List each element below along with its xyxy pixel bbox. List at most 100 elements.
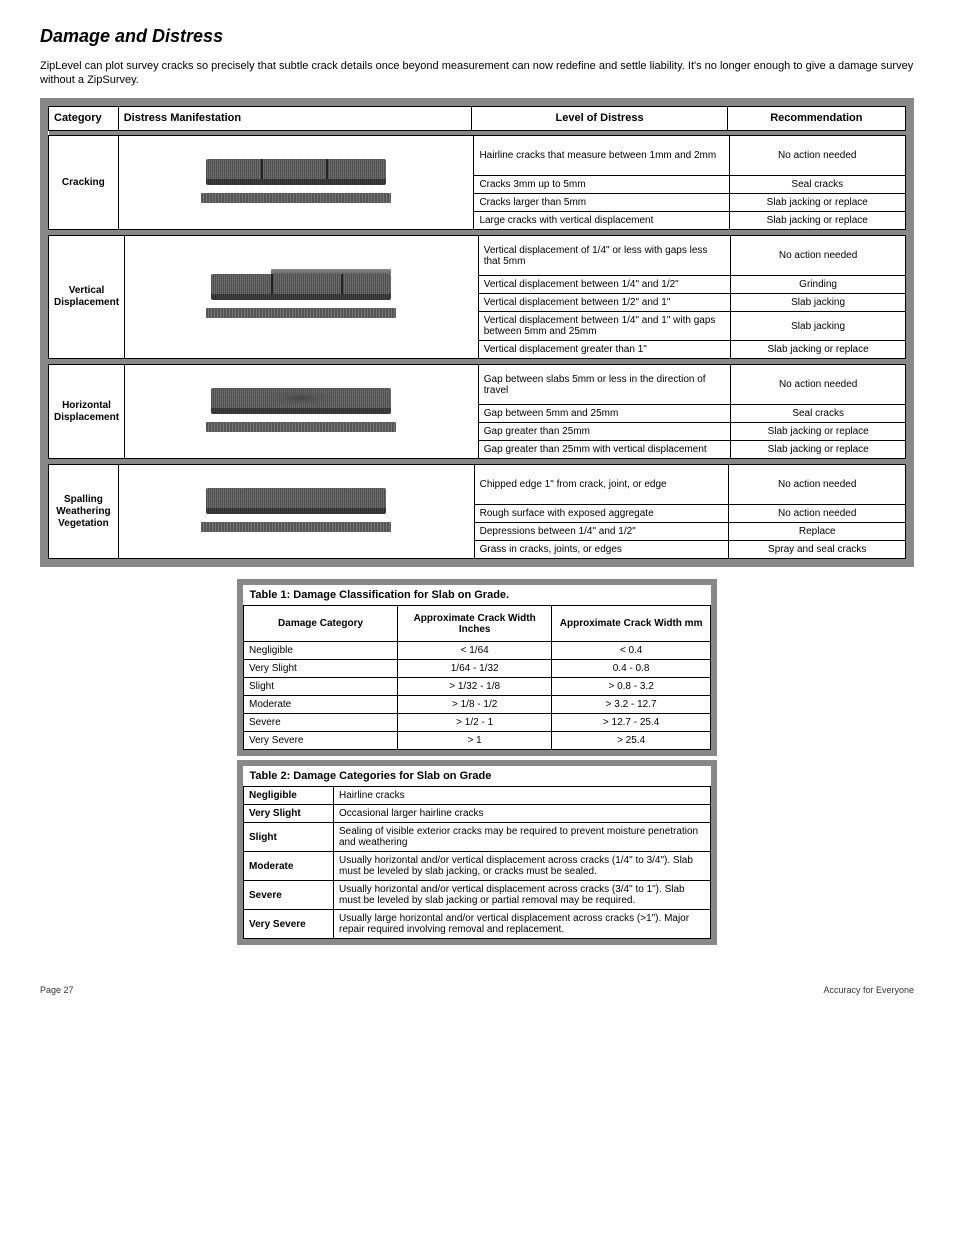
level-cell: Vertical displacement between 1/4" and 1…: [478, 276, 730, 294]
col-recommendation: Recommendation: [727, 106, 905, 130]
recommendation-cell: Seal cracks: [731, 405, 906, 423]
level-cell: Vertical displacement between 1/4" and 1…: [478, 312, 730, 341]
table-row: SlightSealing of visible exterior cracks…: [244, 823, 711, 852]
t1-h2: Approximate Crack Width mm: [552, 606, 711, 642]
table1: Table 1: Damage Classification for Slab …: [243, 585, 711, 750]
col-level: Level of Distress: [472, 106, 727, 130]
level-cell: Depressions between 1/4" and 1/2": [474, 523, 729, 541]
damage-category: Severe: [244, 881, 334, 910]
level-cell: Vertical displacement between 1/2" and 1…: [478, 294, 730, 312]
damage-category: Very Severe: [244, 910, 334, 939]
level-cell: Chipped edge 1" from crack, joint, or ed…: [474, 465, 729, 505]
footer-left: Page 27: [40, 985, 74, 995]
damage-desc: Sealing of visible exterior cracks may b…: [334, 823, 711, 852]
distress-table: Category Distress Manifestation Level of…: [48, 106, 906, 136]
col-manifestation: Distress Manifestation: [118, 106, 472, 130]
table1-wrap: Table 1: Damage Classification for Slab …: [237, 579, 717, 756]
cell: > 3.2 - 12.7: [552, 696, 711, 714]
table-row: SevereUsually horizontal and/or vertical…: [244, 881, 711, 910]
page-title: Damage and Distress: [40, 26, 914, 47]
damage-category: Moderate: [244, 852, 334, 881]
recommendation-cell: Slab jacking or replace: [731, 441, 906, 459]
cell: Severe: [244, 714, 398, 732]
damage-desc: Hairline cracks: [334, 787, 711, 805]
recommendation-cell: Seal cracks: [729, 176, 906, 194]
cell: Moderate: [244, 696, 398, 714]
damage-desc: Usually horizontal and/or vertical displ…: [334, 852, 711, 881]
recommendation-cell: Grinding: [731, 276, 906, 294]
table-row: Severe> 1/2 - 1> 12.7 - 25.4: [244, 714, 711, 732]
damage-desc: Usually horizontal and/or vertical displ…: [334, 881, 711, 910]
level-cell: Gap between slabs 5mm or less in the dir…: [478, 365, 731, 405]
table-row: Very SevereUsually large horizontal and/…: [244, 910, 711, 939]
table-row: Slight> 1/32 - 1/8> 0.8 - 3.2: [244, 678, 711, 696]
level-cell: Rough surface with exposed aggregate: [474, 505, 729, 523]
cell: > 0.8 - 3.2: [552, 678, 711, 696]
table-row: Very SlightOccasional larger hairline cr…: [244, 805, 711, 823]
cell: Negligible: [244, 642, 398, 660]
distress-image: [125, 236, 479, 359]
category-cell: Cracking: [49, 136, 119, 230]
damage-desc: Occasional larger hairline cracks: [334, 805, 711, 823]
page-footer: Page 27 Accuracy for Everyone: [40, 985, 914, 995]
table2-wrap: Table 2: Damage Categories for Slab on G…: [237, 760, 717, 945]
table-row: Very Slight1/64 - 1/320.4 - 0.8: [244, 660, 711, 678]
damage-category: Very Slight: [244, 805, 334, 823]
recommendation-cell: Slab jacking: [731, 294, 906, 312]
cell: > 1/32 - 1/8: [398, 678, 552, 696]
cell: > 12.7 - 25.4: [552, 714, 711, 732]
cell: > 25.4: [552, 732, 711, 750]
level-cell: Cracks larger than 5mm: [474, 194, 729, 212]
recommendation-cell: No action needed: [731, 365, 906, 405]
cell: Very Slight: [244, 660, 398, 678]
cell: Very Severe: [244, 732, 398, 750]
level-cell: Grass in cracks, joints, or edges: [474, 541, 729, 559]
level-cell: Gap between 5mm and 25mm: [478, 405, 731, 423]
table2-title: Table 2: Damage Categories for Slab on G…: [244, 766, 711, 787]
level-cell: Vertical displacement greater than 1": [478, 341, 730, 359]
category-cell: SpallingWeatheringVegetation: [49, 465, 119, 559]
table-row: Moderate> 1/8 - 1/2> 3.2 - 12.7: [244, 696, 711, 714]
recommendation-cell: Spray and seal cracks: [729, 541, 906, 559]
cell: < 1/64: [398, 642, 552, 660]
intro-text: ZipLevel can plot survey cracks so preci…: [40, 59, 914, 88]
cell: 0.4 - 0.8: [552, 660, 711, 678]
table-row: Very Severe> 1> 25.4: [244, 732, 711, 750]
recommendation-cell: No action needed: [729, 136, 906, 176]
category-cell: HorizontalDisplacement: [49, 365, 125, 459]
table-row: Negligible< 1/64< 0.4: [244, 642, 711, 660]
footer-right: Accuracy for Everyone: [823, 985, 914, 995]
table-header-row: Category Distress Manifestation Level of…: [49, 106, 906, 130]
damage-desc: Usually large horizontal and/or vertical…: [334, 910, 711, 939]
table1-title: Table 1: Damage Classification for Slab …: [244, 585, 711, 606]
table-row: ModerateUsually horizontal and/or vertic…: [244, 852, 711, 881]
category-cell: VerticalDisplacement: [49, 236, 125, 359]
col-category: Category: [49, 106, 119, 130]
damage-category: Slight: [244, 823, 334, 852]
recommendation-cell: Slab jacking or replace: [729, 212, 906, 230]
cell: 1/64 - 1/32: [398, 660, 552, 678]
level-cell: Large cracks with vertical displacement: [474, 212, 729, 230]
table-row: NegligibleHairline cracks: [244, 787, 711, 805]
recommendation-cell: Slab jacking or replace: [729, 194, 906, 212]
cell: > 1: [398, 732, 552, 750]
level-cell: Cracks 3mm up to 5mm: [474, 176, 729, 194]
cell: > 1/2 - 1: [398, 714, 552, 732]
table2: Table 2: Damage Categories for Slab on G…: [243, 766, 711, 939]
cell: > 1/8 - 1/2: [398, 696, 552, 714]
recommendation-cell: No action needed: [731, 236, 906, 276]
level-cell: Vertical displacement of 1/4" or less wi…: [478, 236, 730, 276]
recommendation-cell: No action needed: [729, 465, 906, 505]
recommendation-cell: Replace: [729, 523, 906, 541]
t1-h0: Damage Category: [244, 606, 398, 642]
t1-h1: Approximate Crack Width Inches: [398, 606, 552, 642]
recommendation-cell: Slab jacking or replace: [731, 341, 906, 359]
recommendation-cell: Slab jacking or replace: [731, 423, 906, 441]
level-cell: Hairline cracks that measure between 1mm…: [474, 136, 729, 176]
distress-table-wrap: Category Distress Manifestation Level of…: [40, 98, 914, 568]
recommendation-cell: No action needed: [729, 505, 906, 523]
damage-category: Negligible: [244, 787, 334, 805]
level-cell: Gap greater than 25mm with vertical disp…: [478, 441, 731, 459]
distress-image: [125, 365, 479, 459]
distress-image: [118, 136, 474, 230]
